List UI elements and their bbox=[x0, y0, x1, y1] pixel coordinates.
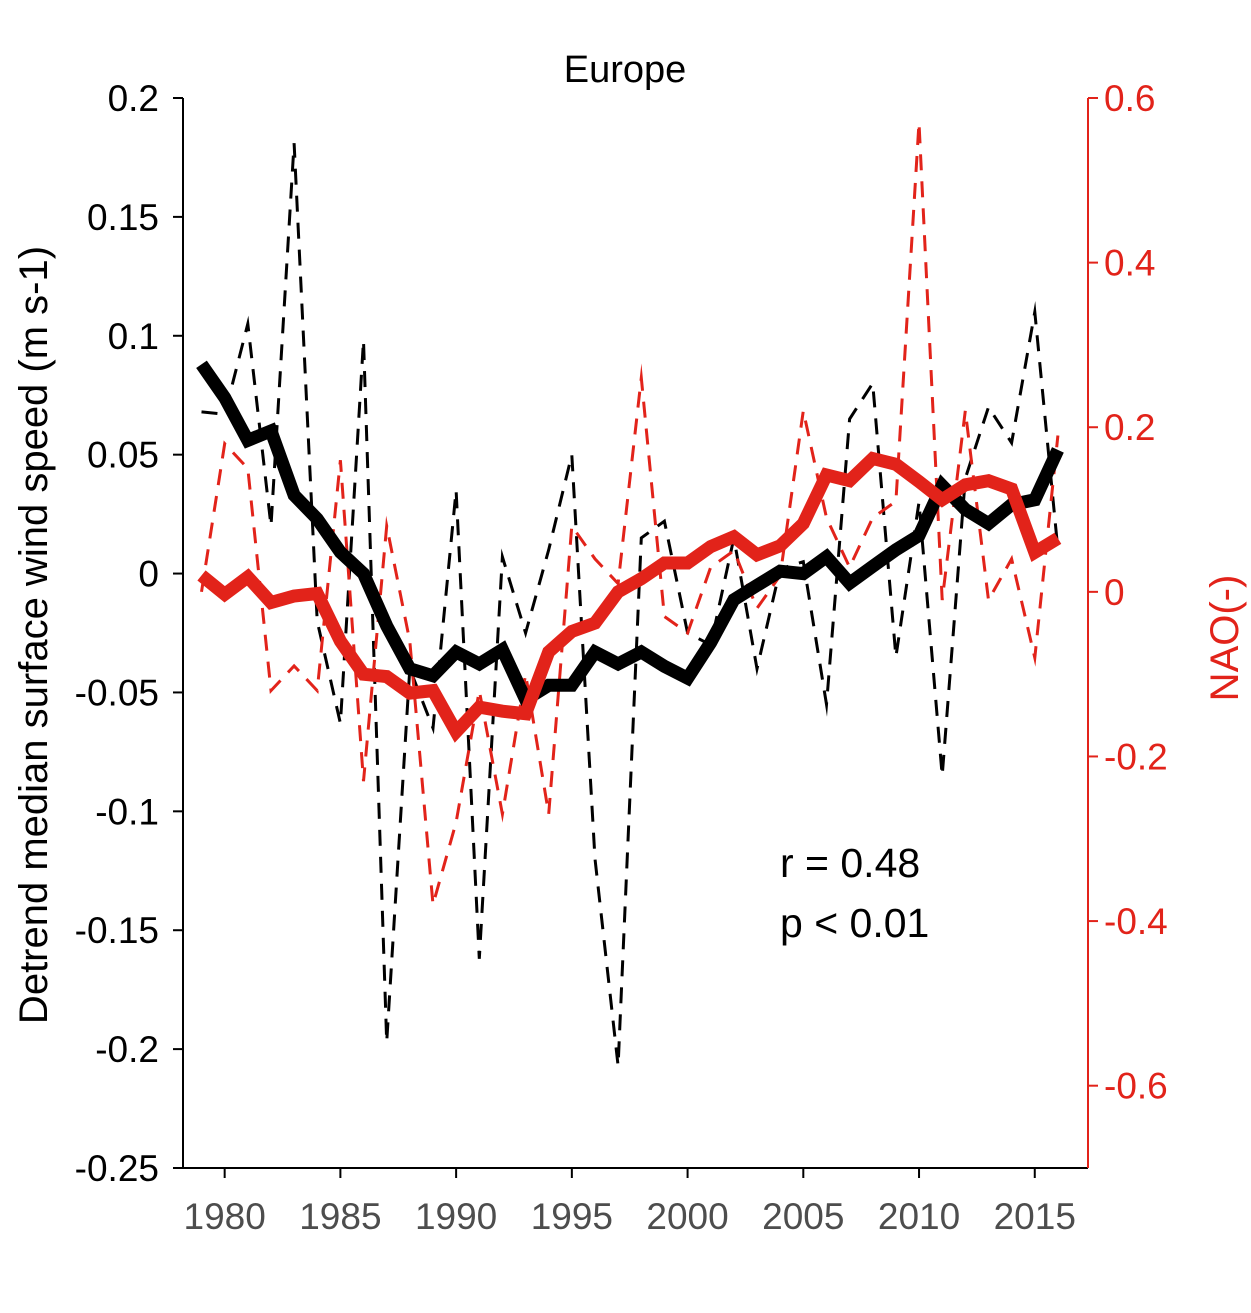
nao-smoothed-line bbox=[197, 451, 1062, 743]
x-tick-label: 2000 bbox=[646, 1196, 728, 1237]
left-tick-label: 0.2 bbox=[108, 78, 159, 119]
x-tick-label: 1990 bbox=[415, 1196, 497, 1237]
left-tick-label: -0.1 bbox=[95, 791, 159, 832]
chart-title: Europe bbox=[564, 49, 687, 91]
series-layer bbox=[196, 122, 1064, 1066]
right-axis-label: NAO(-) bbox=[1203, 575, 1247, 702]
left-tick-label: 0.05 bbox=[87, 435, 159, 476]
x-tick-label: 1980 bbox=[184, 1196, 266, 1237]
right-tick-label: -0.6 bbox=[1104, 1066, 1168, 1107]
left-tick-label: 0.1 bbox=[108, 316, 159, 357]
x-tick-label: 2015 bbox=[994, 1196, 1076, 1237]
left-tick-label: -0.05 bbox=[75, 672, 159, 713]
x-tick-label: 1985 bbox=[299, 1196, 381, 1237]
x-axis-ticks: 1980 1985 1990 1995 2000 2005 2010 2015 bbox=[184, 1168, 1076, 1237]
right-tick-label: 0.4 bbox=[1104, 243, 1155, 284]
right-tick-label: 0.6 bbox=[1104, 78, 1155, 119]
x-tick-label: 2005 bbox=[762, 1196, 844, 1237]
right-tick-label: 0 bbox=[1104, 572, 1125, 613]
right-tick-label: 0.2 bbox=[1104, 407, 1155, 448]
left-tick-label: 0.15 bbox=[87, 197, 159, 238]
wind-annual-dashed-line bbox=[201, 143, 1060, 1066]
left-tick-label: -0.25 bbox=[75, 1148, 159, 1189]
left-tick-label: -0.2 bbox=[95, 1029, 159, 1070]
right-tick-label: -0.4 bbox=[1104, 901, 1168, 942]
left-axis-label: Detrend median surface wind speed (m s-1… bbox=[12, 246, 56, 1024]
right-axis-ticks: 0.6 0.4 0.2 0 -0.2 -0.4 -0.6 bbox=[1088, 78, 1168, 1107]
x-tick-label: 2010 bbox=[878, 1196, 960, 1237]
left-tick-label: -0.15 bbox=[75, 910, 159, 951]
correlation-annotation: r = 0.48 bbox=[780, 840, 920, 886]
wind-smoothed-line bbox=[196, 360, 1064, 709]
left-axis-ticks: 0.2 0.15 0.1 0.05 0 -0.05 -0.1 -0.15 -0.2 -0.25 bbox=[75, 78, 183, 1189]
x-tick-label: 1995 bbox=[531, 1196, 613, 1237]
left-tick-label: 0 bbox=[138, 554, 159, 595]
nao-annual-dashed-line bbox=[200, 122, 1060, 913]
pvalue-annotation: p < 0.01 bbox=[780, 900, 929, 946]
right-tick-label: -0.2 bbox=[1104, 736, 1168, 777]
